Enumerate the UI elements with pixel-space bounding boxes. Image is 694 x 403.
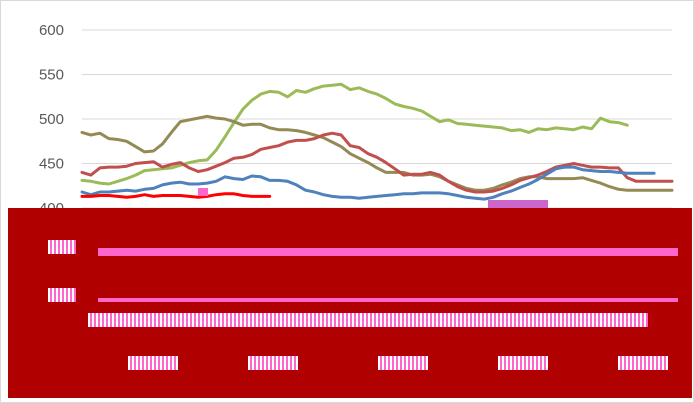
series-line-3 [80, 131, 674, 194]
redaction-noise-glyphs [88, 313, 648, 327]
y-axis-tick-labels: 400450500550600 [39, 22, 64, 217]
y-tick-label: 500 [39, 111, 64, 128]
y-tick-label: 600 [39, 22, 64, 39]
redacted-region [8, 188, 692, 398]
redaction-noise-glyphs [378, 356, 428, 370]
redaction-noise-bar [98, 248, 678, 256]
redaction-noise-glyphs [48, 288, 76, 302]
redaction-noise-glyphs [248, 356, 298, 370]
redaction-noise-glyphs [48, 240, 76, 254]
redaction-noise-glyphs [618, 356, 668, 370]
redaction-noise-glyphs [128, 356, 178, 370]
y-tick-label: 450 [39, 156, 64, 173]
series-lines [80, 82, 674, 201]
series-line-1 [80, 82, 629, 186]
redaction-noise-bar [98, 298, 678, 302]
series-line-5 [80, 192, 272, 199]
redaction-noise-dot [198, 188, 208, 196]
series-line-4 [80, 165, 656, 201]
series-line-2 [80, 114, 674, 192]
redaction-noise-dot [488, 200, 548, 208]
redaction-noise-glyphs [498, 356, 548, 370]
y-tick-label: 550 [39, 67, 64, 84]
